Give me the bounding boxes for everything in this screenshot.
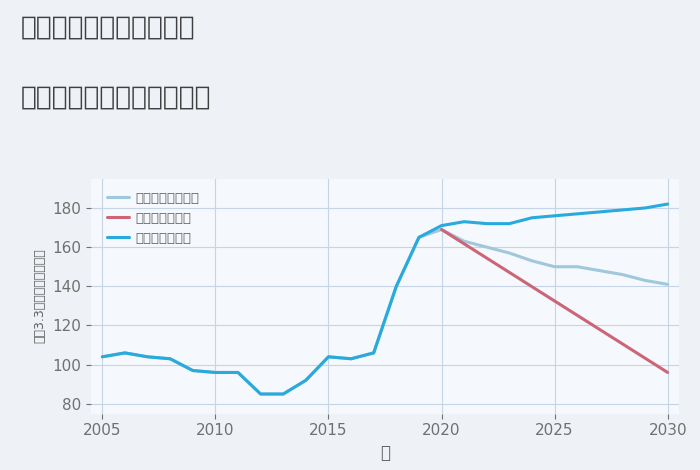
グッドシナリオ — [414, 235, 423, 240]
ノーマルシナリオ — [188, 368, 197, 373]
ノーマルシナリオ — [618, 272, 626, 277]
グッドシナリオ — [664, 201, 672, 207]
グッドシナリオ — [528, 215, 536, 220]
グッドシナリオ — [279, 391, 288, 397]
グッドシナリオ — [120, 350, 129, 356]
ノーマルシナリオ — [166, 356, 174, 361]
グッドシナリオ — [144, 354, 152, 360]
グッドシナリオ — [438, 223, 446, 228]
ノーマルシナリオ — [505, 250, 514, 256]
Line: バッドシナリオ: バッドシナリオ — [442, 229, 668, 372]
バッドシナリオ — [438, 227, 446, 232]
グッドシナリオ — [482, 221, 491, 227]
グッドシナリオ — [166, 356, 174, 361]
ノーマルシナリオ — [144, 354, 152, 360]
グッドシナリオ — [324, 354, 332, 360]
ノーマルシナリオ — [438, 227, 446, 232]
グッドシナリオ — [550, 213, 559, 219]
ノーマルシナリオ — [460, 238, 468, 244]
ノーマルシナリオ — [256, 391, 265, 397]
Line: ノーマルシナリオ: ノーマルシナリオ — [102, 229, 668, 394]
グッドシナリオ — [302, 377, 310, 383]
グッドシナリオ — [370, 350, 378, 356]
ノーマルシナリオ — [414, 235, 423, 240]
グッドシナリオ — [641, 205, 650, 211]
Line: グッドシナリオ: グッドシナリオ — [102, 204, 668, 394]
ノーマルシナリオ — [528, 258, 536, 264]
グッドシナリオ — [618, 207, 626, 213]
ノーマルシナリオ — [641, 278, 650, 283]
グッドシナリオ — [347, 356, 356, 361]
ノーマルシナリオ — [234, 369, 242, 375]
ノーマルシナリオ — [211, 369, 220, 375]
ノーマルシナリオ — [302, 377, 310, 383]
グッドシナリオ — [211, 369, 220, 375]
ノーマルシナリオ — [550, 264, 559, 270]
グッドシナリオ — [505, 221, 514, 227]
X-axis label: 年: 年 — [380, 444, 390, 462]
Y-axis label: 平（3.3㎡）単価（万円）: 平（3.3㎡）単価（万円） — [34, 249, 47, 344]
ノーマルシナリオ — [573, 264, 582, 270]
バッドシナリオ — [664, 369, 672, 375]
Legend: ノーマルシナリオ, バッドシナリオ, グッドシナリオ: ノーマルシナリオ, バッドシナリオ, グッドシナリオ — [104, 188, 203, 249]
グッドシナリオ — [234, 369, 242, 375]
ノーマルシナリオ — [392, 283, 400, 289]
ノーマルシナリオ — [664, 282, 672, 287]
ノーマルシナリオ — [279, 391, 288, 397]
グッドシナリオ — [392, 283, 400, 289]
グッドシナリオ — [596, 209, 604, 215]
ノーマルシナリオ — [596, 268, 604, 274]
ノーマルシナリオ — [324, 354, 332, 360]
Text: 中古マンションの価格推移: 中古マンションの価格推移 — [21, 85, 211, 110]
ノーマルシナリオ — [347, 356, 356, 361]
グッドシナリオ — [460, 219, 468, 225]
ノーマルシナリオ — [98, 354, 106, 360]
グッドシナリオ — [573, 211, 582, 217]
グッドシナリオ — [188, 368, 197, 373]
グッドシナリオ — [98, 354, 106, 360]
ノーマルシナリオ — [120, 350, 129, 356]
Text: 奈良県奈良市鶴舞西町の: 奈良県奈良市鶴舞西町の — [21, 14, 195, 40]
ノーマルシナリオ — [370, 350, 378, 356]
グッドシナリオ — [256, 391, 265, 397]
ノーマルシナリオ — [482, 244, 491, 250]
